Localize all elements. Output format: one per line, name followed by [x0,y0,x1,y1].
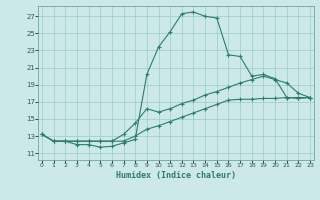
X-axis label: Humidex (Indice chaleur): Humidex (Indice chaleur) [116,171,236,180]
